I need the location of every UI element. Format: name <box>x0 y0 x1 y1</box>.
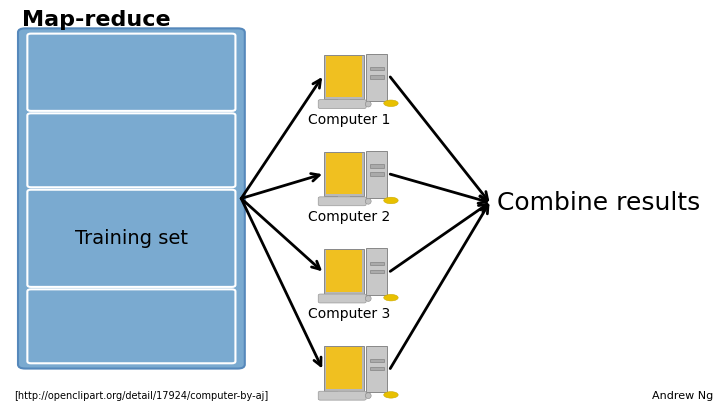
FancyBboxPatch shape <box>369 173 384 176</box>
Text: Andrew Ng: Andrew Ng <box>652 391 713 401</box>
Text: Computer 2: Computer 2 <box>308 210 390 224</box>
Ellipse shape <box>365 198 372 204</box>
Text: Combine results: Combine results <box>497 190 700 215</box>
FancyBboxPatch shape <box>318 391 366 400</box>
FancyBboxPatch shape <box>369 262 384 265</box>
FancyBboxPatch shape <box>369 359 384 362</box>
FancyBboxPatch shape <box>338 196 350 201</box>
FancyBboxPatch shape <box>338 294 350 298</box>
FancyBboxPatch shape <box>369 270 384 273</box>
Text: [http://openclipart.org/detail/17924/computer-by-aj]: [http://openclipart.org/detail/17924/com… <box>14 391 269 401</box>
FancyBboxPatch shape <box>27 113 235 187</box>
FancyBboxPatch shape <box>325 347 361 389</box>
FancyBboxPatch shape <box>369 164 384 168</box>
FancyBboxPatch shape <box>338 99 350 104</box>
Ellipse shape <box>384 294 398 301</box>
FancyBboxPatch shape <box>27 289 235 363</box>
FancyBboxPatch shape <box>318 294 366 303</box>
FancyBboxPatch shape <box>369 75 384 79</box>
FancyBboxPatch shape <box>369 67 384 70</box>
FancyBboxPatch shape <box>324 152 364 196</box>
Text: Computer 1: Computer 1 <box>308 113 390 127</box>
FancyBboxPatch shape <box>318 100 366 109</box>
Text: Computer 3: Computer 3 <box>308 307 390 322</box>
FancyBboxPatch shape <box>366 248 387 295</box>
FancyBboxPatch shape <box>27 190 235 287</box>
FancyBboxPatch shape <box>366 345 387 392</box>
FancyBboxPatch shape <box>325 56 361 97</box>
Text: Map-reduce: Map-reduce <box>22 10 170 30</box>
Ellipse shape <box>384 197 398 204</box>
Ellipse shape <box>384 100 398 107</box>
FancyBboxPatch shape <box>325 153 361 194</box>
FancyBboxPatch shape <box>324 346 364 391</box>
FancyBboxPatch shape <box>27 34 235 111</box>
FancyBboxPatch shape <box>318 197 366 206</box>
FancyBboxPatch shape <box>338 391 350 396</box>
Ellipse shape <box>365 101 372 107</box>
FancyBboxPatch shape <box>324 249 364 294</box>
Text: Training set: Training set <box>75 229 188 248</box>
FancyBboxPatch shape <box>325 250 361 292</box>
FancyBboxPatch shape <box>324 55 364 99</box>
FancyBboxPatch shape <box>366 54 387 101</box>
FancyBboxPatch shape <box>366 151 387 198</box>
FancyBboxPatch shape <box>18 28 245 369</box>
FancyBboxPatch shape <box>369 367 384 370</box>
Ellipse shape <box>365 296 372 301</box>
Ellipse shape <box>384 392 398 398</box>
Ellipse shape <box>365 393 372 399</box>
